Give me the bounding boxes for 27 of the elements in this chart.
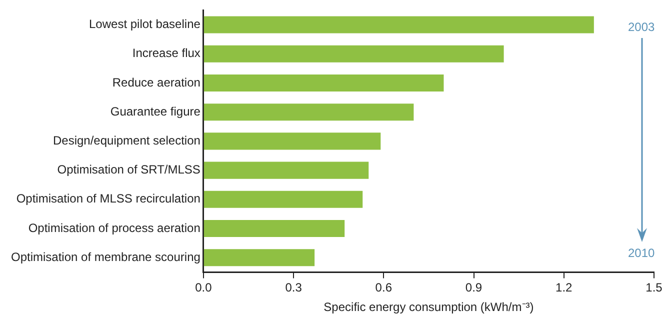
y-tick-label: Optimisation of process aeration (28, 220, 200, 235)
x-tick-label: 0.3 (285, 280, 302, 295)
bar (204, 249, 315, 266)
bar (204, 162, 369, 179)
y-tick-label: Reduce aeration (112, 75, 200, 90)
x-tick-label: 0.0 (195, 280, 212, 295)
bar (204, 132, 381, 150)
y-tick-label: Optimisation of membrane scouring (10, 250, 200, 264)
bar (204, 74, 444, 92)
bar (204, 16, 594, 34)
y-tick-label: Lowest pilot baseline (89, 17, 201, 32)
y-tick-label: Increase flux (132, 46, 200, 60)
y-tick-label: Design/equipment selection (52, 134, 200, 148)
bar (204, 45, 504, 62)
y-tick-label: Optimisation of MLSS recirculation (16, 192, 200, 206)
x-axis-title: Specific energy consumption (kWh/m⁻³) (324, 300, 534, 314)
x-tick-label: 1.5 (646, 280, 663, 295)
x-tick-label: 0.9 (465, 280, 482, 295)
x-tick-label: 1.2 (556, 280, 573, 295)
bar (204, 104, 414, 121)
annotation: 2003 (628, 20, 655, 34)
y-tick-label: Guarantee figure (110, 104, 201, 118)
bar (204, 190, 363, 208)
y-tick-label: Optimisation of SRT/MLSS (57, 162, 200, 177)
x-tick-label: 0.6 (375, 280, 392, 295)
annotation: 2010 (628, 246, 655, 260)
bar (204, 220, 345, 238)
